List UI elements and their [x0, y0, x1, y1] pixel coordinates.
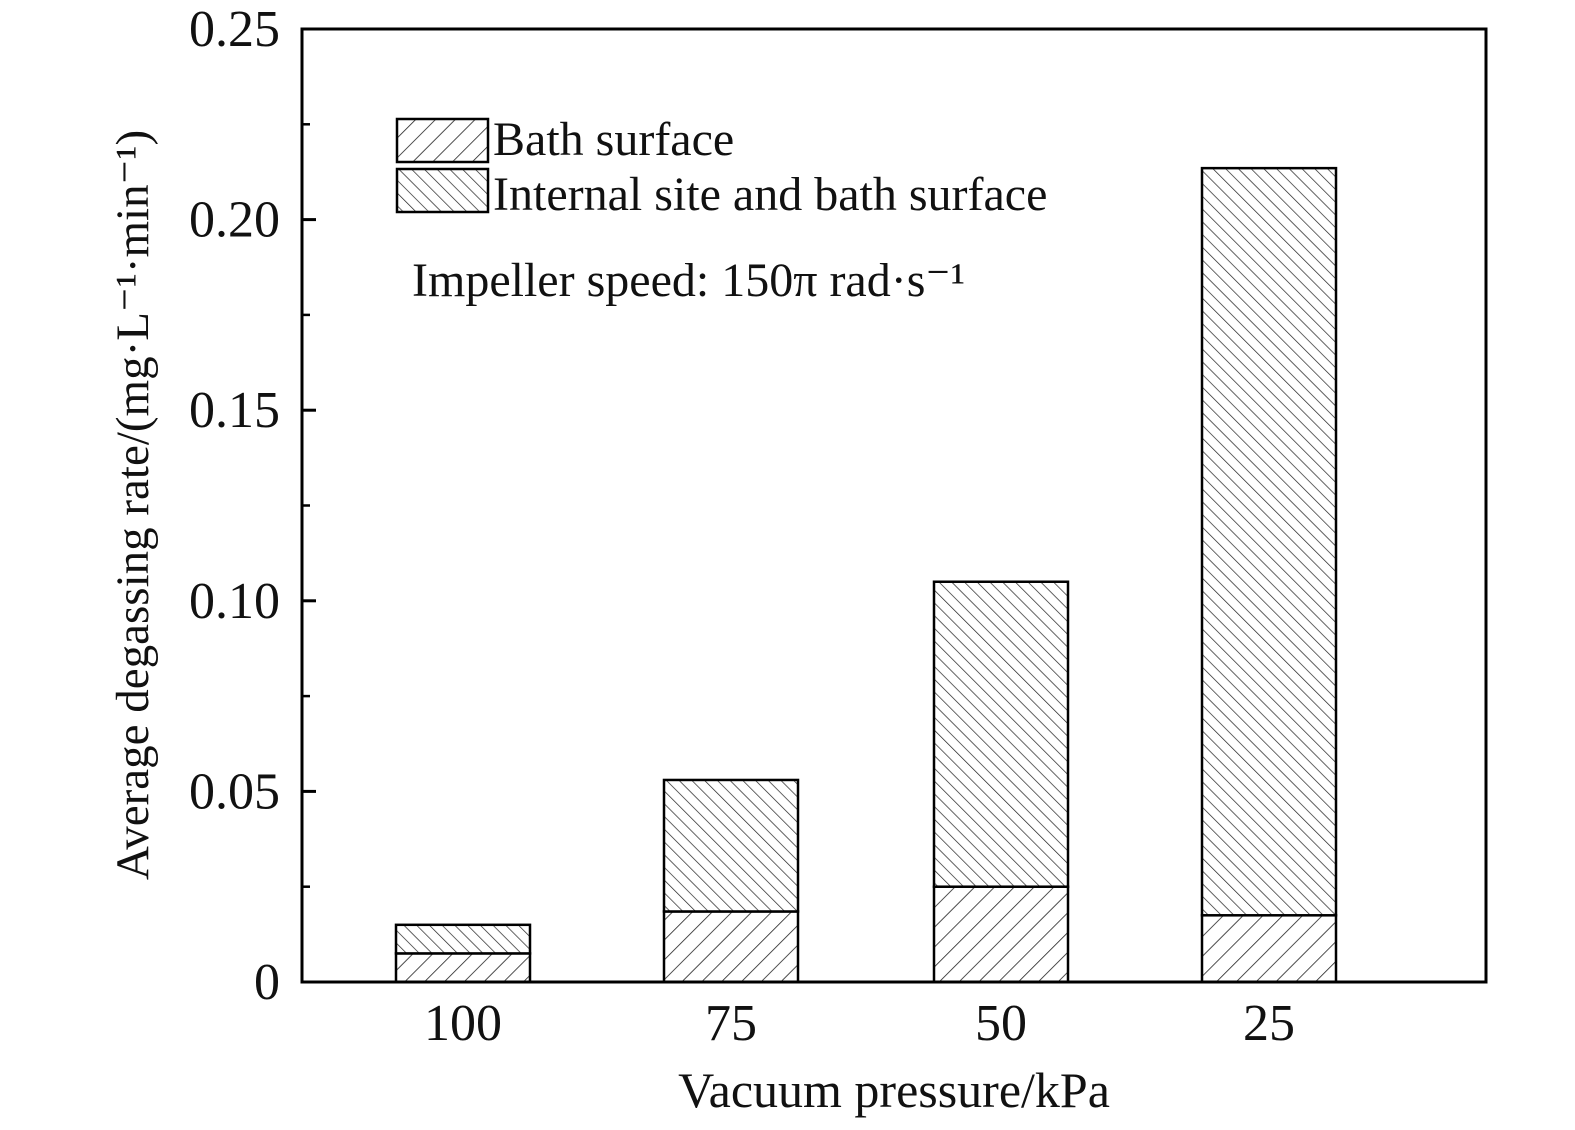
bar-bath-surface-75	[662, 910, 800, 984]
legend-label-internal-site: Internal site and bath surface	[493, 168, 1047, 221]
impeller-speed-annotation: Impeller speed: 150π rad·s⁻¹	[412, 254, 965, 307]
bar-internal-site-50	[932, 580, 1070, 888]
legend-swatch-bath-surface	[395, 117, 490, 164]
y-tick-label: 0.20	[189, 192, 280, 249]
x-axis-label: Vacuum pressure/kPa	[678, 1062, 1110, 1118]
y-tick-label: 0.05	[189, 763, 280, 820]
legend-swatch-internal-site	[395, 167, 490, 214]
x-ticks: 100 75 50 25	[424, 995, 1295, 1052]
y-tick-label: 0.25	[189, 1, 280, 58]
bar-bath-surface-25	[1200, 914, 1338, 984]
bar-bath-surface-100	[394, 952, 532, 984]
y-tick-label: 0	[254, 954, 280, 1011]
bars-layer	[394, 166, 1338, 984]
bar-internal-site-25	[1200, 166, 1338, 917]
x-tick-label: 100	[424, 995, 502, 1052]
y-ticks: 0 0.05 0.10 0.15 0.20 0.25	[189, 1, 316, 1011]
y-tick-label: 0.15	[189, 382, 280, 439]
x-tick-label: 50	[975, 995, 1027, 1052]
x-tick-label: 25	[1243, 995, 1295, 1052]
y-tick-label: 0.10	[189, 573, 280, 630]
legend-label-bath-surface: Bath surface	[493, 113, 734, 166]
y-axis-label: Average degassing rate/(mg·L⁻¹·min⁻¹)	[107, 130, 159, 880]
x-tick-label: 75	[705, 995, 757, 1052]
legend: Bath surface Internal site and bath surf…	[395, 113, 1047, 221]
bar-internal-site-75	[662, 778, 800, 913]
bar-internal-site-100	[394, 923, 532, 955]
bar-bath-surface-50	[932, 885, 1070, 984]
